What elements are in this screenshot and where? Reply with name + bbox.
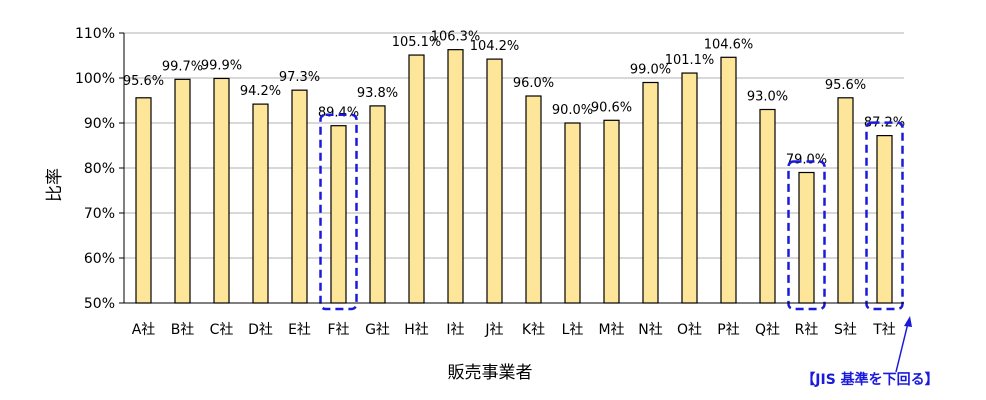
bar: [408, 54, 425, 304]
bar: [876, 135, 893, 304]
bar: [642, 81, 659, 304]
x-tick-label: K社: [522, 322, 545, 338]
bar: [369, 105, 386, 304]
bar: [603, 119, 620, 304]
bar: [720, 56, 737, 304]
x-tick-label: L社: [562, 322, 584, 338]
data-label: 104.2%: [470, 39, 520, 54]
data-label: 93.0%: [747, 90, 788, 105]
x-tick-label: S社: [834, 322, 857, 338]
bar: [564, 122, 581, 304]
x-tick-label: R社: [795, 322, 819, 338]
data-label: 105.1%: [392, 35, 442, 50]
x-tick-label: T社: [872, 322, 896, 338]
y-tick-label: 70%: [84, 206, 115, 222]
highlight-box: [787, 160, 826, 311]
data-label: 99.9%: [201, 58, 242, 73]
x-tick-label: O社: [677, 322, 702, 338]
x-tick-label: I社: [446, 322, 464, 338]
x-tick-label: E社: [288, 322, 311, 338]
bars: [135, 49, 893, 304]
highlight-boxes: [319, 113, 904, 311]
data-label: 90.6%: [591, 100, 632, 115]
x-axis-title: 販売事業者: [448, 363, 533, 383]
x-tick-labels: A社 B社 C社 D社 E社 F社 G社 H社 I社 J社 K社 L社 M社 N社 O社 P社 Q社 R社 S社 T社: [132, 322, 896, 338]
data-label: 97.3%: [279, 70, 320, 85]
data-label: 104.6%: [704, 37, 754, 52]
bar: [759, 108, 776, 304]
bar: [486, 58, 503, 304]
data-label: 99.7%: [162, 59, 203, 74]
arrow-icon: [895, 316, 912, 373]
data-labels: 95.6%99.7%99.9%94.2%97.3%89.4%93.8%105.1…: [123, 30, 905, 168]
x-tick-label: M社: [598, 322, 624, 338]
x-tick-label: C社: [210, 322, 234, 338]
data-label: 94.2%: [240, 84, 281, 99]
bar: [291, 89, 308, 304]
x-tick-label: P社: [717, 322, 739, 338]
data-label: 106.3%: [431, 30, 481, 45]
highlight-box: [319, 113, 358, 311]
data-label: 90.0%: [552, 103, 593, 118]
x-tick-label: J社: [484, 322, 503, 338]
data-label: 95.6%: [123, 74, 164, 89]
data-label: 89.4%: [318, 106, 359, 121]
bar: [213, 77, 230, 304]
y-axis-title: 比率: [45, 168, 65, 202]
bar: [447, 49, 464, 304]
data-label: 96.0%: [513, 76, 554, 91]
x-tick-label: Q社: [755, 322, 780, 338]
y-tick-label: 50%: [84, 296, 115, 312]
jis-annotation: 【JIS 基準を下回る】: [801, 371, 938, 388]
y-tick-labels: 50% 60% 70% 80% 90% 100% 110%: [75, 26, 124, 312]
y-tick-label: 60%: [84, 251, 115, 267]
y-tick-label: 100%: [75, 71, 115, 87]
data-label: 99.0%: [630, 63, 671, 78]
x-tick-label: N社: [638, 322, 662, 338]
bar: [525, 95, 542, 304]
bar: [681, 72, 698, 304]
x-tick-label: D社: [248, 322, 273, 338]
x-tick-label: A社: [132, 322, 156, 338]
bar: [135, 97, 152, 304]
x-tick-label: B社: [171, 322, 195, 338]
y-tick-label: 90%: [84, 116, 115, 132]
y-tick-label: 80%: [84, 161, 115, 177]
bar: [174, 78, 191, 304]
data-label: 101.1%: [665, 53, 715, 68]
bar: [330, 125, 347, 304]
data-label: 95.6%: [825, 78, 866, 93]
data-label: 93.8%: [357, 86, 398, 101]
x-tick-label: F社: [327, 322, 349, 338]
y-tick-label: 110%: [75, 26, 115, 42]
highlight-box: [865, 121, 904, 311]
bar: [252, 103, 269, 304]
x-tick-label: G社: [365, 322, 390, 338]
bar: [798, 171, 815, 304]
data-label: 79.0%: [786, 153, 827, 168]
x-tick-label: H社: [404, 322, 429, 338]
bar: [837, 97, 854, 304]
